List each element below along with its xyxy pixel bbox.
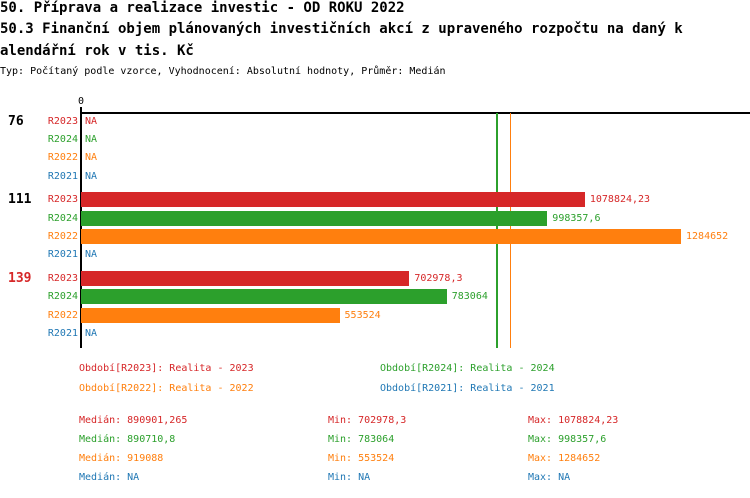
page-subtitle-line1: 50.3 Finanční objem plánovaných investič… [0,21,683,37]
legend-item: Období[R2022]: Realita - 2022 [79,383,254,394]
series-label: R2023 [47,115,78,127]
bar [81,210,548,226]
bar-value-na: NA [85,115,98,127]
bar-value-label: 553524 [344,309,381,321]
stat-min: Min: 702978,3 [328,414,407,426]
series-label: R2021 [47,328,78,340]
series-label: R2021 [47,249,78,261]
x-axis-line [80,112,750,114]
series-label: R2023 [47,194,78,206]
series-label: R2021 [47,170,78,182]
bar-value-label: 1284652 [686,231,729,243]
group-label: 76 [8,113,24,129]
stat-min: Min: 783064 [328,433,395,445]
group-label: 111 [8,192,32,208]
bar-value-label: 998357,6 [552,212,601,224]
series-label: R2022 [47,231,78,243]
legend-item: Období[R2024]: Realita - 2024 [380,363,555,374]
group-label: 139 [8,271,32,287]
stat-min: Min: 553524 [328,452,395,464]
series-label: R2024 [47,291,78,303]
stat-median: Medián: 890710,8 [79,433,176,445]
stat-max: Max: 998357,6 [528,433,607,445]
bar-value-na: NA [85,170,98,182]
bar-value-na: NA [85,134,98,146]
bar-value-na: NA [85,249,98,261]
bar-value-label: 702978,3 [414,273,463,285]
bar [81,229,682,245]
series-label: R2023 [47,273,78,285]
stat-median: Medián: 919088 [79,452,164,464]
stat-median: Medián: NA [79,472,140,484]
legend-item: Období[R2021]: Realita - 2021 [380,383,555,394]
series-label: R2024 [47,212,78,224]
series-label: R2022 [47,309,78,321]
bar [81,271,410,287]
stat-median: Medián: 890901,265 [79,414,188,426]
page-title: 50. Příprava a realizace investic - OD R… [0,0,405,16]
stat-max: Max: 1078824,23 [528,414,619,426]
bar-value-na: NA [85,328,98,340]
series-label: R2022 [47,152,78,164]
stat-max: Max: 1284652 [528,452,601,464]
bar [81,289,447,305]
series-label: R2024 [47,134,78,146]
stat-max: Max: NA [528,472,571,484]
bar [81,192,585,208]
axis-zero-tick-label: 0 [77,96,85,107]
bar [81,307,340,323]
page-subtitle-line2: alendářní rok v tis. Kč [0,43,194,59]
chart-meta-info: Typ: Počítaný podle vzorce, Vyhodnocení:… [0,66,446,77]
bar-value-label: 1078824,23 [589,194,651,206]
bar-value-na: NA [85,152,98,164]
y-axis-line [80,107,82,348]
stat-min: Min: NA [328,472,371,484]
bar-value-label: 783064 [451,291,488,303]
legend-item: Období[R2023]: Realita - 2023 [79,363,254,374]
